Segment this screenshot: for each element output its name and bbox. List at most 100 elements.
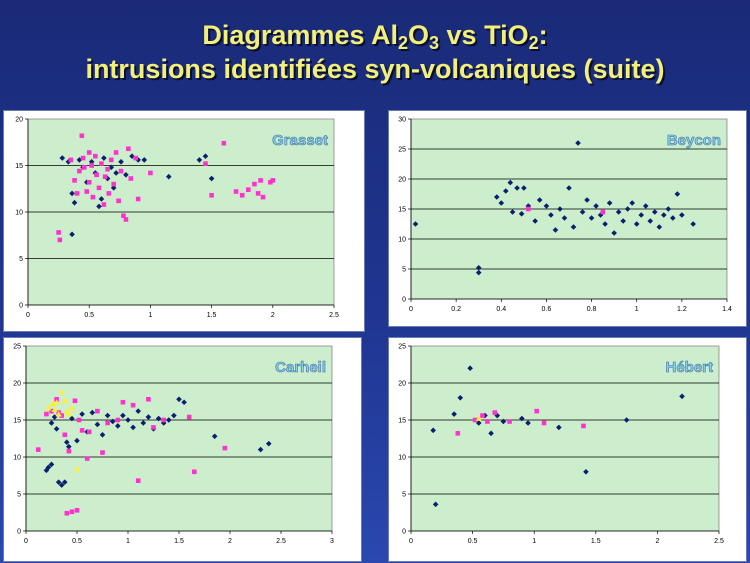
data-point-navy bbox=[176, 396, 182, 403]
data-point-magenta bbox=[79, 133, 85, 139]
data-point-yellow bbox=[49, 400, 56, 407]
data-point-navy bbox=[498, 200, 505, 206]
x-tick-label: 0 bbox=[409, 538, 413, 545]
y-tick-label: 0 bbox=[402, 529, 406, 536]
data-point-navy bbox=[629, 200, 635, 206]
y-tick-label: 0 bbox=[17, 529, 21, 536]
data-point-navy bbox=[548, 212, 554, 218]
data-point-navy bbox=[140, 420, 147, 426]
data-point-magenta bbox=[148, 170, 153, 176]
data-point-navy bbox=[129, 153, 135, 159]
data-point-navy bbox=[521, 185, 527, 191]
data-point-navy bbox=[412, 221, 419, 227]
data-point-magenta bbox=[116, 198, 121, 204]
data-point-yellow bbox=[475, 415, 482, 421]
data-point-navy bbox=[624, 206, 631, 212]
data-point-navy bbox=[651, 209, 658, 215]
x-tick-label: 3 bbox=[330, 538, 334, 545]
data-point-magenta bbox=[111, 181, 116, 187]
data-point-navy bbox=[475, 265, 482, 271]
x-tick-label: 0.5 bbox=[72, 538, 82, 545]
data-point-magenta bbox=[120, 399, 126, 405]
y-tick-label: 5 bbox=[19, 256, 23, 263]
data-point-magenta bbox=[260, 194, 266, 200]
data-point-yellow bbox=[61, 397, 68, 404]
data-point-magenta bbox=[239, 192, 245, 198]
data-point-navy bbox=[690, 221, 696, 227]
y-tick-label: 15 bbox=[398, 418, 406, 425]
title-sub-3: 3 bbox=[429, 33, 440, 53]
x-tick-label: 1.2 bbox=[677, 306, 687, 313]
data-point-yellow bbox=[58, 388, 65, 395]
data-point-yellow bbox=[45, 405, 52, 411]
data-point-navy bbox=[89, 409, 96, 416]
data-point-magenta bbox=[492, 410, 498, 415]
data-point-magenta bbox=[105, 420, 110, 426]
title-text-o: O bbox=[408, 20, 430, 50]
x-tick-label: 1.5 bbox=[591, 538, 601, 545]
data-point-navy bbox=[647, 218, 654, 224]
data-point-magenta bbox=[485, 419, 490, 424]
data-point-navy bbox=[633, 221, 640, 227]
data-point-magenta bbox=[133, 155, 139, 161]
data-point-magenta bbox=[84, 189, 90, 194]
data-point-navy bbox=[265, 440, 272, 447]
data-point-magenta bbox=[233, 189, 239, 194]
x-tick-label: 2.5 bbox=[329, 312, 339, 319]
data-point-magenta bbox=[128, 176, 134, 181]
data-point-magenta bbox=[56, 230, 61, 235]
data-point-navy bbox=[165, 173, 172, 180]
data-point-navy bbox=[104, 412, 111, 419]
data-point-magenta bbox=[86, 179, 92, 185]
data-point-yellow bbox=[53, 399, 60, 405]
data-point-magenta bbox=[72, 398, 78, 404]
data-point-magenta bbox=[146, 396, 151, 402]
data-point-magenta bbox=[77, 168, 82, 174]
data-point-yellow bbox=[74, 465, 80, 472]
data-point-navy bbox=[160, 420, 167, 426]
data-point-yellow bbox=[68, 405, 75, 411]
data-point-magenta bbox=[192, 469, 197, 475]
y-tick-label: 0 bbox=[402, 297, 406, 304]
data-point-magenta bbox=[106, 191, 112, 196]
chart-svg-hebert: 0 5 10 15 20 25 0 0.5 1 1.5 2 2.5 Hébert bbox=[398, 344, 724, 546]
data-point-magenta bbox=[99, 161, 104, 166]
data-point-navy bbox=[55, 479, 62, 485]
chart-panel-beycon: 0 5 10 15 20 25 30 0 0.2 0.4 0.6 0.8 1 1.2 1.4 Beycon bbox=[388, 110, 747, 327]
data-point-magenta bbox=[101, 202, 107, 207]
data-point-navy bbox=[679, 212, 685, 218]
x-tick-label: 0.6 bbox=[542, 306, 552, 313]
x-tick-label: 0.5 bbox=[84, 312, 94, 319]
data-point-navy bbox=[615, 209, 622, 215]
data-point-navy bbox=[556, 424, 562, 431]
data-point-navy bbox=[53, 426, 60, 432]
data-point-navy bbox=[606, 200, 613, 206]
y-tick-label: 20 bbox=[398, 177, 406, 184]
data-point-yellow bbox=[55, 411, 62, 417]
data-point-magenta bbox=[151, 425, 156, 430]
data-point-magenta bbox=[108, 157, 114, 163]
data-point-magenta bbox=[102, 174, 108, 179]
data-point-navy bbox=[432, 501, 439, 508]
data-point-magenta bbox=[258, 178, 263, 183]
x-tick-label: 0 bbox=[26, 312, 30, 319]
data-point-magenta bbox=[94, 172, 99, 178]
y-tick-label: 25 bbox=[398, 344, 406, 351]
data-point-magenta bbox=[255, 191, 261, 196]
y-tick-label: 5 bbox=[17, 492, 21, 499]
data-point-magenta bbox=[135, 196, 141, 202]
data-point-navy bbox=[638, 212, 645, 218]
x-tick-label: 1 bbox=[635, 306, 639, 313]
data-point-navy bbox=[642, 203, 649, 209]
data-point-navy bbox=[493, 194, 500, 200]
data-point-magenta bbox=[268, 179, 273, 185]
data-point-magenta bbox=[80, 155, 86, 161]
data-point-magenta bbox=[186, 414, 192, 420]
data-point-magenta bbox=[526, 206, 531, 212]
x-tick-label: 2.5 bbox=[714, 538, 724, 545]
x-tick-label: 0.8 bbox=[587, 306, 597, 313]
data-point-magenta bbox=[455, 431, 461, 436]
data-point-magenta bbox=[86, 429, 92, 435]
data-point-navy bbox=[584, 197, 590, 203]
data-point-navy bbox=[110, 185, 117, 191]
